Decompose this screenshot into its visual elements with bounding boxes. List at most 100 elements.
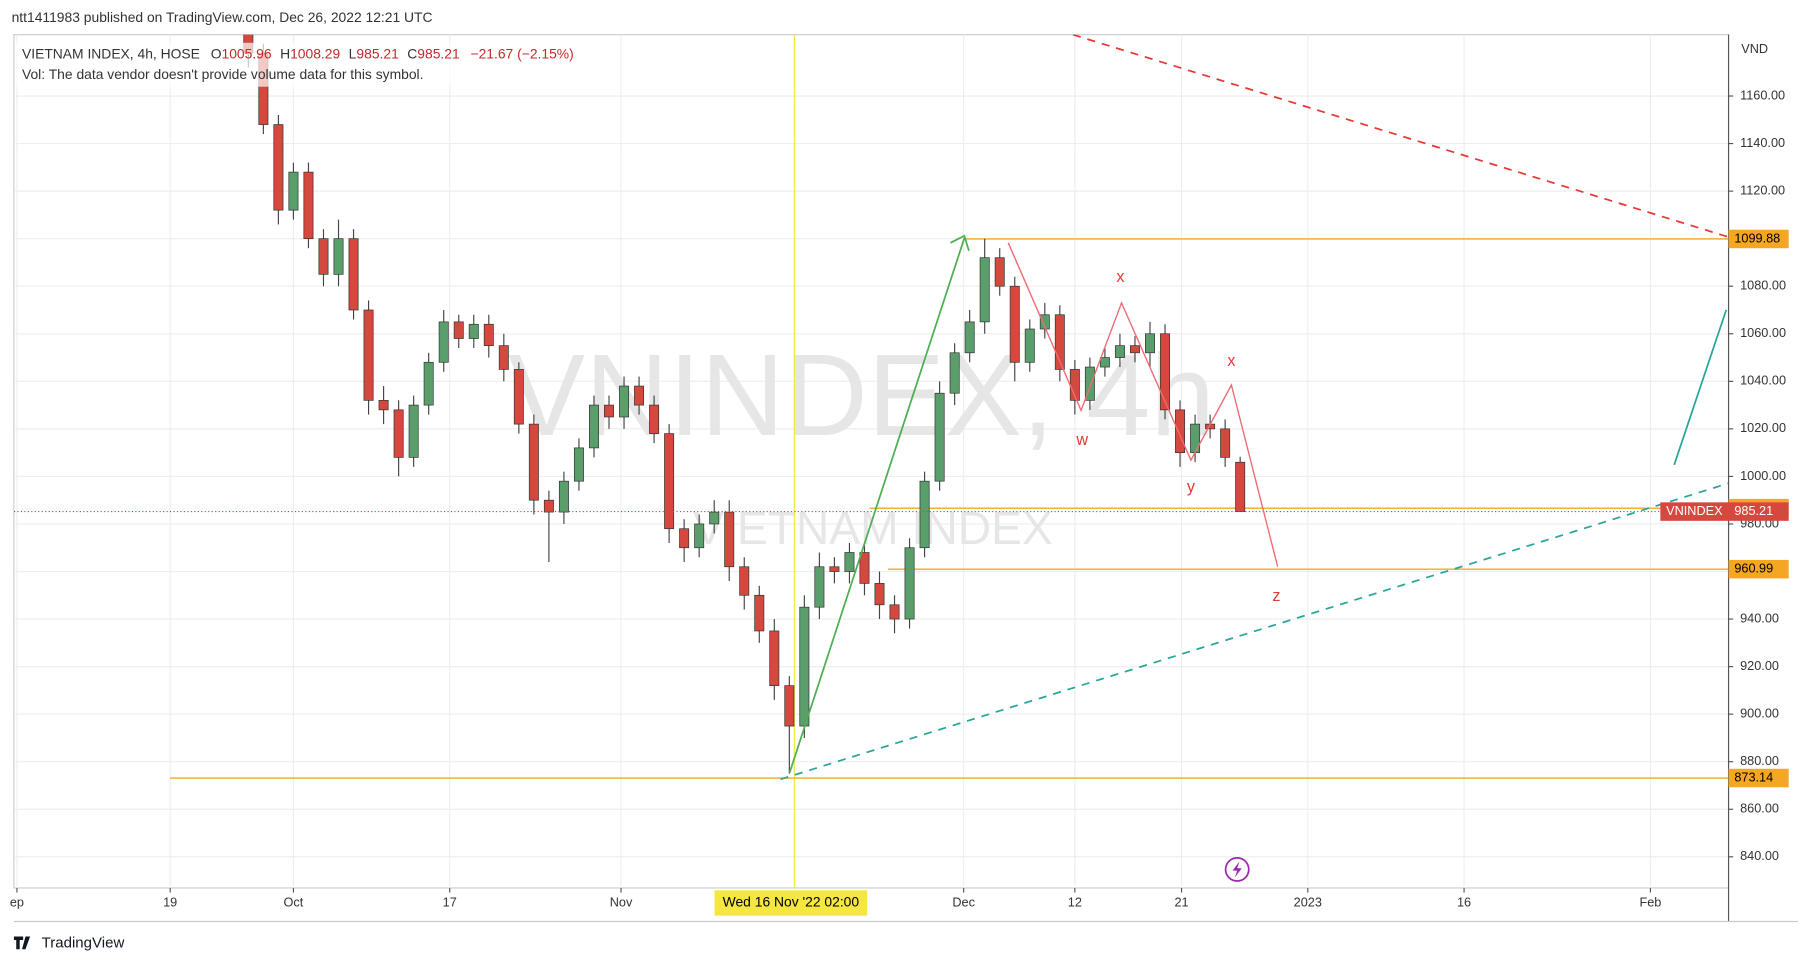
y-tick-label: 1040.00: [1740, 373, 1786, 388]
trend-line: [1673, 309, 1728, 466]
ohlc-key: O: [211, 45, 222, 61]
brand: TradingView: [42, 934, 125, 951]
candle-body: [844, 552, 855, 572]
candle-body: [619, 385, 630, 418]
candle-body: [784, 685, 795, 727]
wave-path: [1007, 242, 1279, 567]
change: −21.67 (−2.15%): [470, 45, 573, 61]
candle-body: [303, 171, 314, 240]
watermark-subtitle: VIETNAM INDEX: [693, 502, 1053, 554]
level-label: 873.14: [1734, 769, 1773, 784]
level-label-bg: [1728, 768, 1789, 788]
candle-body: [679, 528, 690, 549]
candle-body: [1054, 314, 1065, 370]
candle-body: [919, 480, 930, 549]
candle-body: [604, 404, 614, 418]
candle-body: [739, 566, 750, 596]
candle-body: [709, 511, 720, 525]
volume-note: Vol: The data vendor doesn't provide vol…: [22, 66, 423, 82]
candle-body: [1129, 345, 1140, 354]
candle-body: [1145, 333, 1155, 354]
publisher: ntt1411983 published on TradingView.com,…: [12, 9, 433, 25]
candle-body: [273, 124, 284, 211]
candle-body: [889, 604, 900, 620]
candle-body: [979, 257, 990, 323]
candle-body: [859, 552, 870, 584]
candle-body: [934, 392, 945, 482]
x-tick-label: 17: [443, 894, 457, 909]
y-tick-label: 940.00: [1740, 610, 1779, 625]
ohlc-value: 1005.96: [221, 45, 271, 61]
y-tick-label: 1020.00: [1740, 420, 1786, 435]
y-tick-label: 1000.00: [1740, 468, 1786, 483]
x-tick-label: Nov: [610, 894, 633, 909]
candle-body: [1024, 328, 1035, 363]
last-price-symbol: VNINDEX: [1666, 503, 1723, 518]
candle-body: [1190, 423, 1201, 453]
candle-body: [634, 385, 645, 406]
y-tick-label: 860.00: [1740, 801, 1779, 816]
candle-body: [513, 369, 524, 425]
candle-body: [1160, 333, 1170, 411]
candle-body: [438, 321, 449, 363]
ohlc-value: 1008.29: [290, 45, 340, 61]
candle-body: [393, 409, 404, 458]
candle-body: [363, 309, 374, 401]
wave-label: x: [1227, 352, 1235, 370]
candle-body: [814, 566, 825, 608]
x-tick-label: ep: [10, 894, 24, 909]
candle-body: [1084, 366, 1095, 401]
candle-body: [1009, 285, 1020, 363]
last-price-label: 985.21: [1734, 503, 1773, 518]
candle-body: [573, 447, 584, 482]
candle-body: [994, 257, 1005, 287]
candle-body: [874, 583, 885, 606]
event-icon-bolt: [1232, 861, 1242, 878]
candle-body: [498, 345, 509, 370]
candle-body: [543, 499, 554, 513]
candle-body: [589, 404, 599, 449]
ohlc-key: C: [407, 45, 417, 61]
level-label-bg: [1728, 559, 1789, 579]
candle-body: [1099, 357, 1110, 368]
last-price-tag-bg: [1660, 502, 1789, 521]
y-tick-label: 880.00: [1740, 753, 1779, 768]
candle-body: [423, 361, 434, 406]
candle-body: [829, 566, 840, 572]
candle-body: [649, 404, 660, 434]
ohlc-value: 985.21: [417, 45, 460, 61]
trend-line: [780, 482, 1729, 781]
candle-body: [769, 630, 780, 686]
symbol-title: VIETNAM INDEX, 4h, HOSE: [22, 45, 200, 61]
candle-body: [1175, 409, 1186, 453]
candle-body: [664, 433, 675, 530]
level-label: 960.99: [1734, 561, 1773, 576]
candle-body: [1235, 461, 1246, 512]
plot-frame: [13, 34, 1730, 889]
candle-body: [694, 523, 705, 549]
trend-line: [1072, 34, 1729, 238]
y-tick-label: 920.00: [1740, 658, 1779, 673]
x-tick-label: Feb: [1639, 894, 1661, 909]
x-tick-label: Dec: [952, 894, 975, 909]
candle-body: [288, 171, 299, 211]
ohlc-value: 985.21: [356, 45, 399, 61]
candle-body: [468, 323, 479, 339]
x-tick-label: 19: [163, 894, 177, 909]
candle-body: [754, 594, 765, 632]
arrow-line: [788, 237, 966, 773]
legend: VIETNAM INDEX, 4h, HOSE O1005.96 H1008.2…: [22, 45, 574, 61]
wave-label: x: [1116, 268, 1124, 286]
candle-body: [1039, 314, 1050, 330]
candle-body: [318, 238, 329, 275]
candle-body: [528, 423, 539, 501]
y-tick-label: 1080.00: [1740, 278, 1786, 293]
wave-label: z: [1272, 587, 1280, 605]
candle-body: [333, 238, 344, 275]
y-tick-label: 840.00: [1740, 848, 1779, 863]
y-tick-label: 900.00: [1740, 706, 1779, 721]
crosshair-label: Wed 16 Nov '22 02:00: [723, 894, 860, 910]
y-tick-label: 1160.00: [1740, 87, 1785, 102]
